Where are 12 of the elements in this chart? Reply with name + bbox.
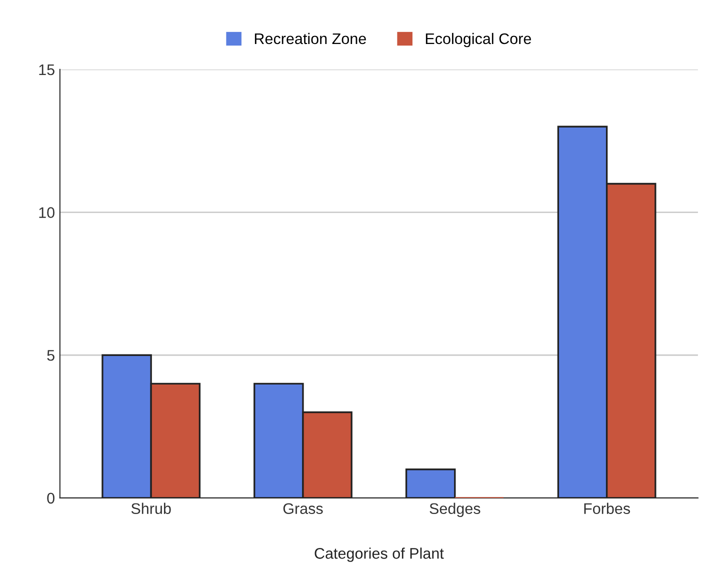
y-tick-label: 0 [47, 492, 54, 504]
x-axis-title: Categories of Plant [314, 548, 444, 562]
y-tick-label: 15 [39, 64, 54, 76]
x-tick-label: Grass [283, 503, 323, 514]
legend-label: Recreation Zone [254, 32, 366, 44]
bar [405, 468, 456, 498]
legend-label: Ecological Core [426, 32, 532, 48]
x-tick-label: Shrub [131, 502, 171, 514]
x-tick-label: Sedges [430, 502, 480, 518]
x-tick-label: Forbes [584, 502, 630, 514]
y-tick-label: 10 [39, 207, 54, 218]
y-tick-label: 5 [47, 350, 54, 361]
